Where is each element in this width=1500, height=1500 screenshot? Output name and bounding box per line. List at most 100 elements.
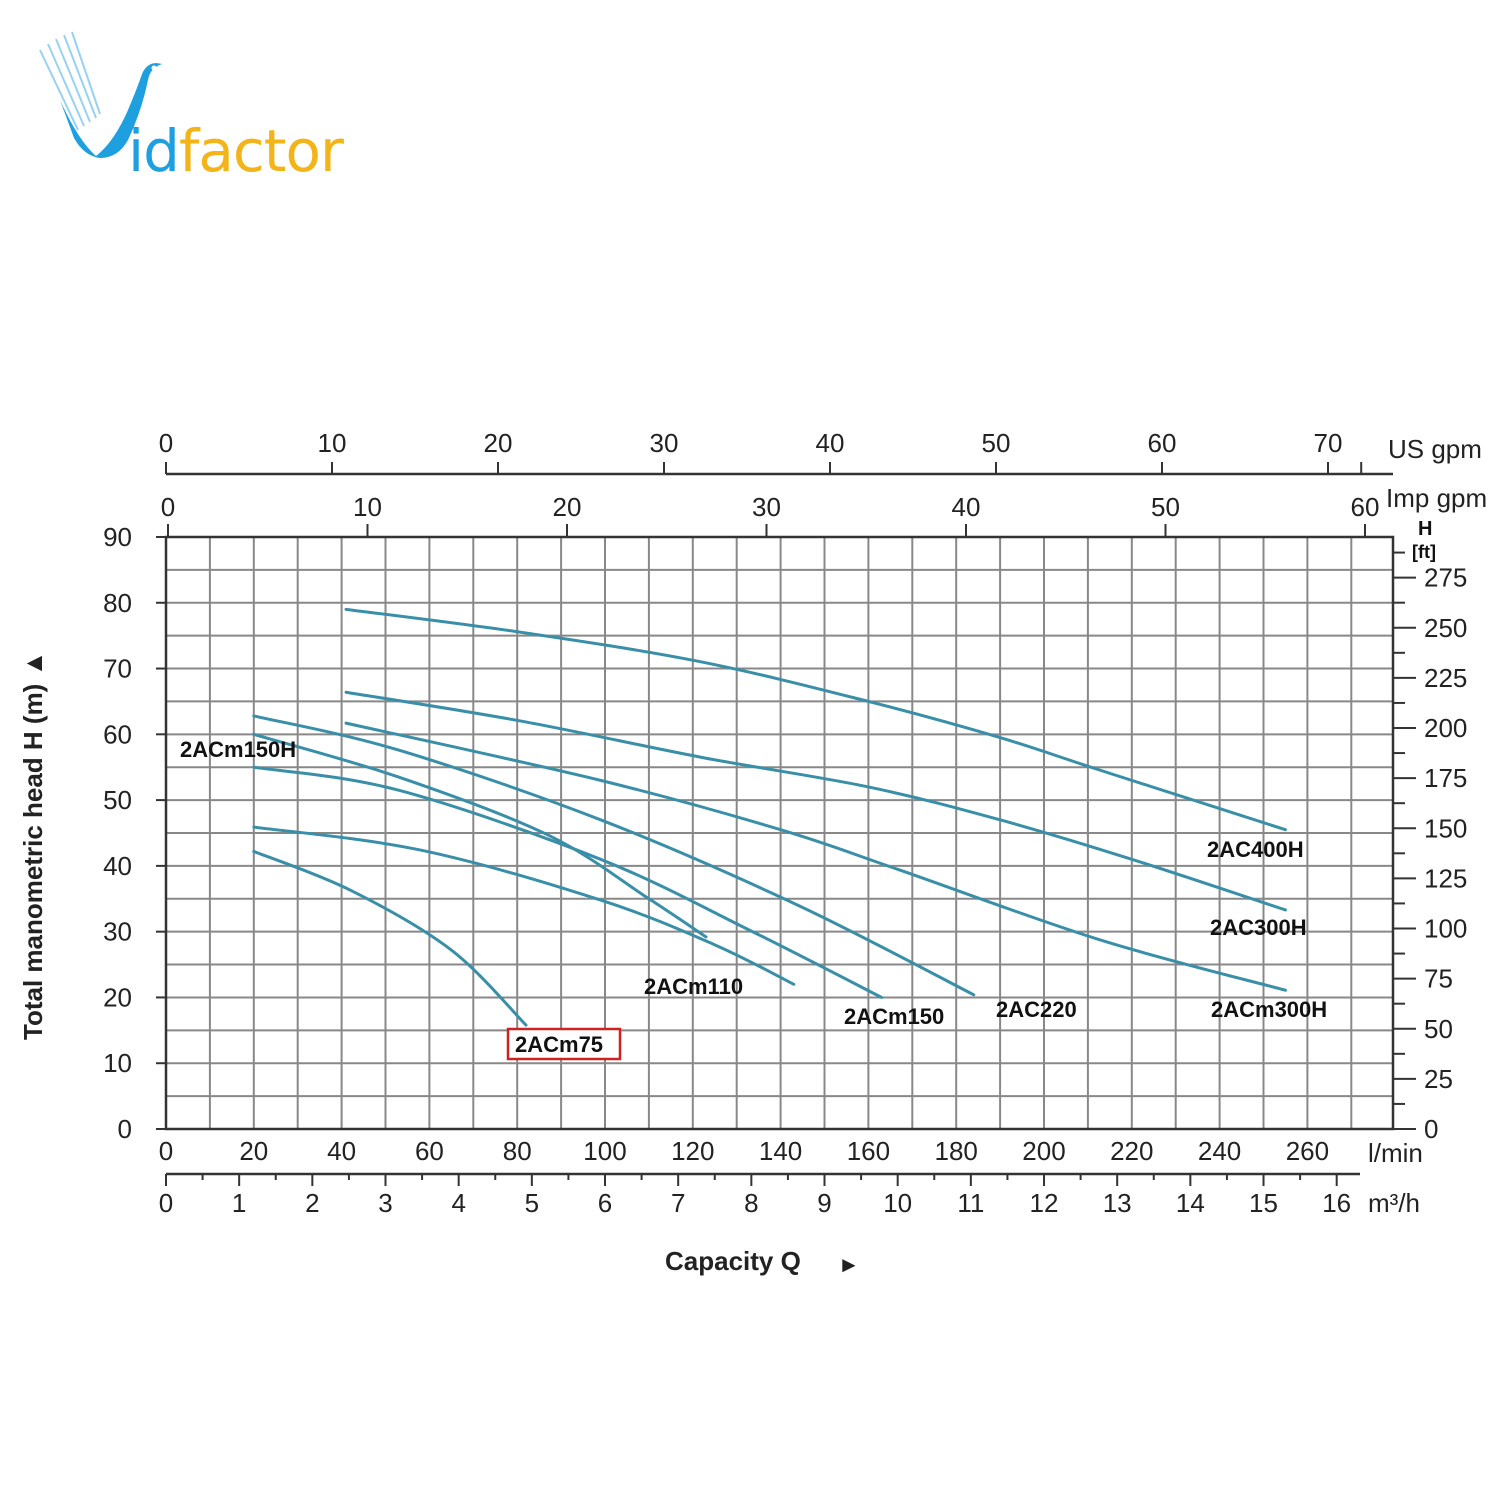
logo-text-factor: factor: [178, 117, 344, 185]
imp-gpm-axis: 0 10 20 30 40 50 60 Imp gpm: [161, 483, 1487, 537]
svg-text:20: 20: [484, 428, 513, 458]
svg-text:25: 25: [1424, 1064, 1453, 1094]
curve-2ACm150H: [252, 732, 708, 939]
svg-text:200: 200: [1022, 1136, 1065, 1166]
svg-text:0: 0: [118, 1114, 132, 1144]
vidfactor-logo: idfactor: [38, 30, 378, 180]
svg-text:150: 150: [1424, 813, 1467, 843]
svg-text:0: 0: [159, 1188, 173, 1218]
svg-text:6: 6: [598, 1188, 612, 1218]
curve-2ACm150: [252, 765, 884, 999]
svg-text:10: 10: [353, 492, 382, 522]
us-gpm-axis: 0 10 20 30 40 50 60 70 US gpm: [159, 428, 1482, 476]
svg-text:20: 20: [553, 492, 582, 522]
svg-text:30: 30: [103, 917, 132, 947]
svg-text:140: 140: [759, 1136, 802, 1166]
svg-text:8: 8: [744, 1188, 758, 1218]
svg-text:60: 60: [415, 1136, 444, 1166]
imp-gpm-label: Imp gpm: [1386, 483, 1487, 513]
svg-text:60: 60: [103, 719, 132, 749]
svg-text:0: 0: [1424, 1114, 1438, 1144]
pump-curves: [252, 607, 1287, 1027]
svg-text:16: 16: [1322, 1188, 1351, 1218]
svg-text:120: 120: [671, 1136, 714, 1166]
svg-text:70: 70: [103, 654, 132, 684]
x-axis-title: Capacity Q: [665, 1246, 801, 1276]
svg-text:40: 40: [103, 851, 132, 881]
lmin-label: l/min: [1368, 1138, 1423, 1168]
curve-2ACm110: [252, 825, 796, 986]
svg-text:260: 260: [1286, 1136, 1329, 1166]
svg-text:50: 50: [1424, 1014, 1453, 1044]
plot-frame: [164, 535, 1395, 1131]
svg-text:1: 1: [232, 1188, 246, 1218]
svg-text:60: 60: [1148, 428, 1177, 458]
svg-text:125: 125: [1424, 863, 1467, 893]
chart-grid: [166, 537, 1393, 1129]
svg-text:100: 100: [1424, 914, 1467, 944]
svg-text:250: 250: [1424, 613, 1467, 643]
highlight-box-2ACm75: [506, 1027, 622, 1061]
svg-text:7: 7: [671, 1188, 685, 1218]
svg-text:90: 90: [103, 522, 132, 552]
label-2ACm110: 2ACm110: [644, 974, 743, 999]
svg-text:60: 60: [1351, 492, 1380, 522]
ft-axis-unit-label: [ft]: [1412, 542, 1436, 562]
svg-text:10: 10: [883, 1188, 912, 1218]
svg-text:5: 5: [525, 1188, 539, 1218]
y-axis-title: Total manometric head H (m) ▲: [18, 651, 48, 1040]
svg-text:50: 50: [103, 785, 132, 815]
svg-text:50: 50: [1151, 492, 1180, 522]
svg-text:11: 11: [957, 1188, 984, 1218]
svg-text:0: 0: [159, 1136, 173, 1166]
label-2ACm300H: 2ACm300H: [1211, 997, 1327, 1022]
svg-text:200: 200: [1424, 713, 1467, 743]
svg-text:70: 70: [1314, 428, 1343, 458]
svg-text:75: 75: [1424, 964, 1453, 994]
label-2ACm150H: 2ACm150H: [180, 737, 296, 762]
svg-text:2: 2: [305, 1188, 319, 1218]
svg-text:50: 50: [982, 428, 1011, 458]
svg-text:80: 80: [503, 1136, 532, 1166]
bird-v-icon: [39, 31, 162, 158]
svg-text:12: 12: [1030, 1188, 1059, 1218]
svg-text:40: 40: [816, 428, 845, 458]
label-2AC220: 2AC220: [996, 997, 1077, 1022]
svg-text:40: 40: [327, 1136, 356, 1166]
svg-text:20: 20: [239, 1136, 268, 1166]
curve-2AC220: [252, 714, 976, 997]
svg-text:15: 15: [1249, 1188, 1278, 1218]
us-gpm-label: US gpm: [1388, 434, 1482, 464]
head-m-axis: 0 10 20 30 40 50 60 70 80 90: [103, 522, 166, 1144]
label-2AC300H: 2AC300H: [1210, 915, 1307, 940]
svg-text:30: 30: [650, 428, 679, 458]
svg-text:160: 160: [847, 1136, 890, 1166]
svg-text:10: 10: [318, 428, 347, 458]
lmin-axis: 0 20 40 60 80 100 120 140 160 180 200 220 240 260: [159, 1136, 1329, 1166]
svg-text:220: 220: [1110, 1136, 1153, 1166]
svg-text:175: 175: [1424, 763, 1467, 793]
m3h-axis: 0 1 2 3 4 5 6 7 8 9 10 11 12 13 14 15 16 m³/h: [159, 1172, 1420, 1218]
m3h-label: m³/h: [1368, 1188, 1420, 1218]
svg-text:9: 9: [817, 1188, 831, 1218]
curve-2ACm300H: [344, 721, 1287, 992]
ft-axis-h-label: H: [1418, 518, 1432, 540]
svg-text:4: 4: [451, 1188, 465, 1218]
svg-text:80: 80: [103, 588, 132, 618]
svg-text:30: 30: [752, 492, 781, 522]
svg-text:10: 10: [103, 1048, 132, 1078]
svg-text:13: 13: [1103, 1188, 1132, 1218]
label-2AC400H: 2AC400H: [1207, 837, 1304, 862]
svg-text:3: 3: [378, 1188, 392, 1218]
label-2ACm75: 2ACm75: [515, 1032, 603, 1057]
svg-text:180: 180: [935, 1136, 978, 1166]
svg-text:100: 100: [583, 1136, 626, 1166]
x-axis-arrow-icon: ►: [838, 1252, 860, 1277]
curve-2ACm75: [252, 849, 528, 1027]
head-ft-axis: 0 25 50 75 100 125 150 175 200 225 250 275: [1393, 551, 1467, 1144]
curve-2AC300H: [344, 690, 1287, 912]
svg-text:275: 275: [1424, 563, 1467, 593]
svg-text:225: 225: [1424, 663, 1467, 693]
svg-text:14: 14: [1176, 1188, 1205, 1218]
